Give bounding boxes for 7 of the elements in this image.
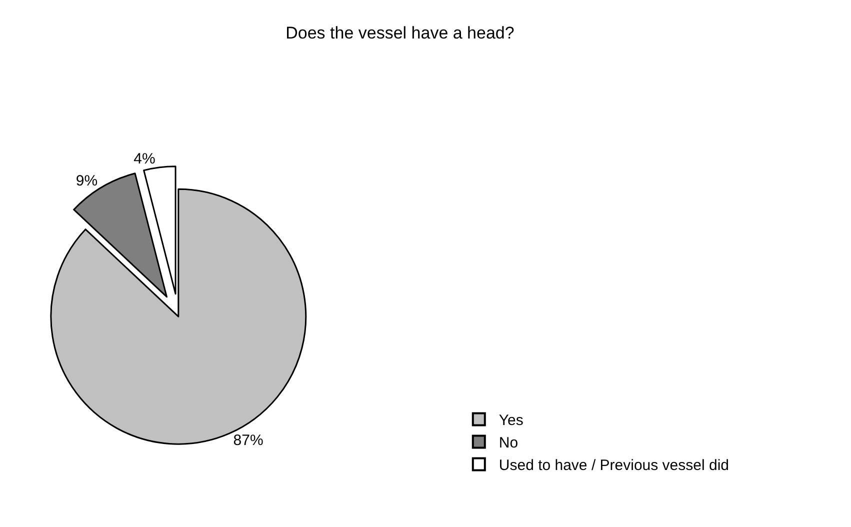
data-label: 9% (76, 172, 98, 190)
chart-title: Does the vessel have a head? (286, 23, 514, 42)
legend-label: Used to have / Previous vessel did (498, 457, 730, 474)
legend-label: No (498, 434, 518, 452)
data-label: 4% (134, 150, 156, 168)
data-label: 87% (233, 432, 264, 450)
legend-label: Yes (498, 412, 524, 430)
